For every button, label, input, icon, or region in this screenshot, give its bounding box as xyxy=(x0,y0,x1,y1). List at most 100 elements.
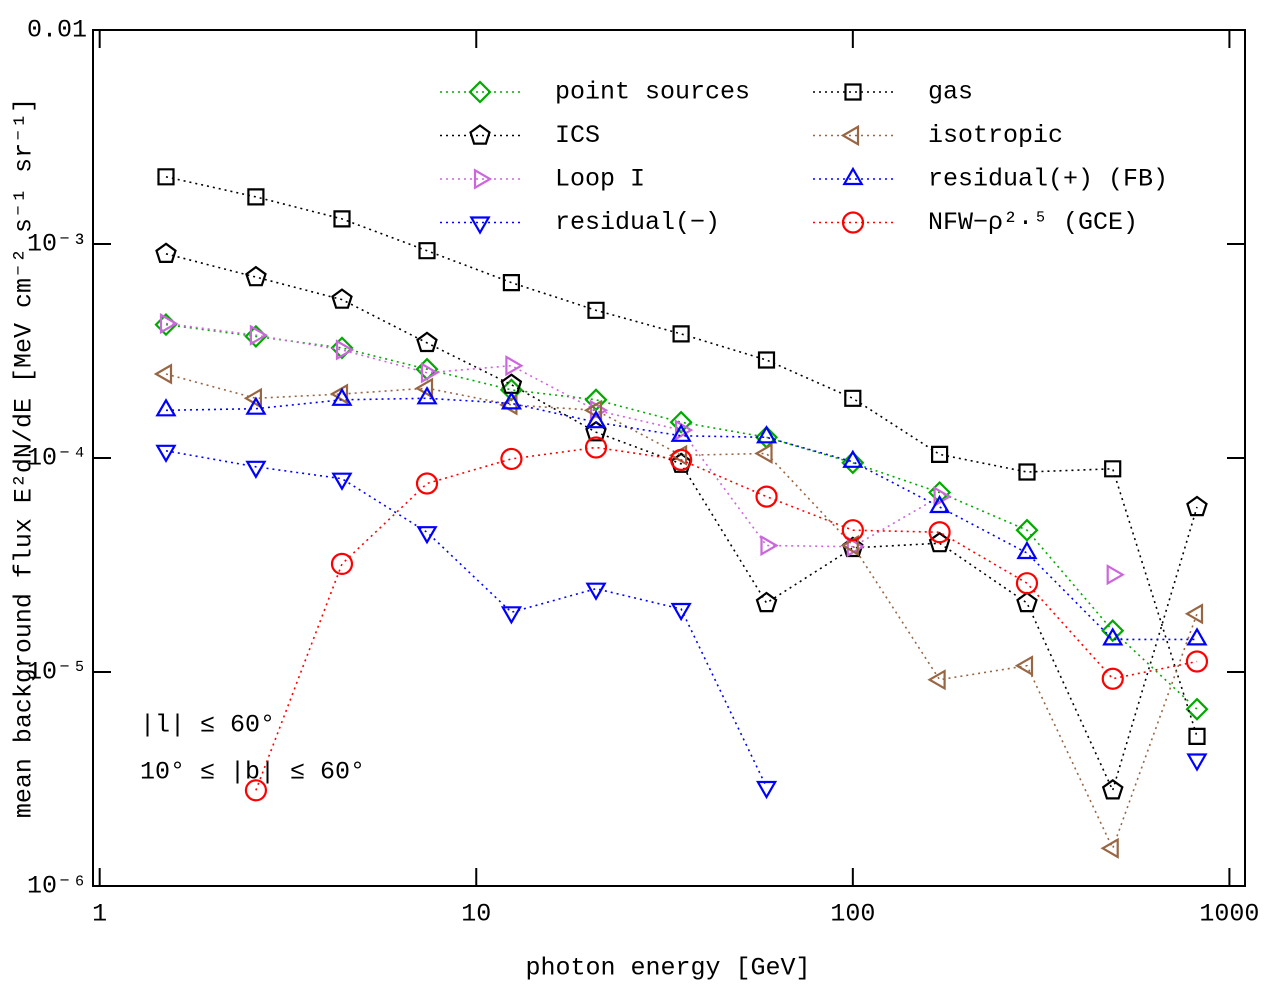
annotation: |l| ≤ 60° xyxy=(140,711,275,740)
data-point xyxy=(1184,603,1204,625)
series-line xyxy=(165,373,1198,851)
data-point xyxy=(1106,564,1125,586)
data-point xyxy=(416,331,438,353)
data-point xyxy=(245,460,267,480)
data-point xyxy=(415,472,439,495)
legend-marker xyxy=(841,211,865,234)
data-point xyxy=(841,451,865,475)
data-point xyxy=(1100,837,1119,859)
data-point xyxy=(418,242,436,260)
data-point xyxy=(1018,463,1036,481)
data-point xyxy=(1016,540,1038,560)
data-point xyxy=(505,355,524,377)
data-point xyxy=(585,409,607,429)
data-point xyxy=(330,552,354,575)
data-point xyxy=(157,168,175,186)
legend-marker xyxy=(842,166,864,186)
y-axis-label: mean background flux E²dN/dE [MeV cm⁻² s… xyxy=(10,98,39,818)
data-point xyxy=(670,423,692,442)
data-point xyxy=(1101,667,1124,690)
data-point xyxy=(1186,753,1208,772)
data-point xyxy=(244,779,268,802)
data-point xyxy=(755,591,778,613)
data-point xyxy=(1016,591,1038,613)
x-tick-label: 1000 xyxy=(1199,900,1259,929)
data-point xyxy=(245,396,267,415)
series-line xyxy=(165,323,1198,710)
data-point xyxy=(1101,778,1124,800)
data-point xyxy=(585,582,607,601)
data-point xyxy=(669,410,693,434)
legend-label: point sources xyxy=(555,78,750,107)
legend-label: Loop I xyxy=(555,165,645,194)
x-tick-label: 10 xyxy=(461,900,491,929)
legend-label: ICS xyxy=(555,121,600,150)
data-point xyxy=(329,383,349,405)
data-point xyxy=(670,448,693,471)
data-point xyxy=(155,398,177,417)
legend-marker xyxy=(844,83,862,101)
x-tick-label: 100 xyxy=(830,900,875,929)
data-point xyxy=(416,526,438,545)
series-line xyxy=(165,176,1198,737)
data-point xyxy=(841,519,864,542)
data-point xyxy=(502,274,520,292)
series-line xyxy=(255,446,1198,791)
data-point xyxy=(416,386,438,405)
data-point xyxy=(331,387,353,406)
data-point xyxy=(335,339,355,361)
legend-marker xyxy=(468,80,492,104)
data-point xyxy=(670,452,692,473)
data-point xyxy=(1188,727,1206,745)
data-point xyxy=(584,388,608,412)
data-point xyxy=(500,373,523,394)
y-tick-label: 10⁻³ xyxy=(27,230,87,259)
legend-marker xyxy=(469,124,491,145)
y-tick-label: 0.01 xyxy=(27,16,87,45)
series-line xyxy=(165,253,1198,793)
x-axis-label: photon energy [GeV] xyxy=(525,954,810,983)
data-point xyxy=(500,391,523,410)
data-point xyxy=(757,351,776,369)
data-point xyxy=(153,363,173,385)
legend-label: residual(−) xyxy=(555,208,720,237)
data-point xyxy=(500,447,523,471)
legend-label: NFW−ρ²·⁵ (GCE) xyxy=(928,208,1138,237)
data-point xyxy=(330,336,354,360)
data-point xyxy=(927,669,946,691)
legend-label: residual(+) (FB) xyxy=(928,165,1168,194)
legend-marker xyxy=(473,168,493,190)
data-point xyxy=(928,521,951,544)
data-point xyxy=(670,602,692,622)
series-line xyxy=(166,324,1113,575)
y-tick-label: 10⁻⁴ xyxy=(27,444,87,473)
legend-label: isotropic xyxy=(928,121,1063,150)
legend-marker xyxy=(469,216,491,235)
data-point xyxy=(844,389,862,407)
data-point xyxy=(1185,697,1209,721)
data-point xyxy=(1185,650,1209,673)
y-tick-label: 10⁻⁶ xyxy=(27,872,87,901)
data-point xyxy=(756,780,778,800)
data-point xyxy=(159,313,179,335)
data-point xyxy=(331,288,353,309)
data-point xyxy=(675,419,694,441)
data-point xyxy=(249,324,269,346)
legend-marker xyxy=(840,124,860,147)
data-point xyxy=(1186,627,1208,646)
data-point xyxy=(420,362,440,384)
data-point xyxy=(333,210,351,228)
data-point xyxy=(1104,460,1122,478)
data-point xyxy=(155,444,177,464)
data-point xyxy=(760,535,779,557)
data-point xyxy=(842,449,864,468)
x-tick-label: 1 xyxy=(92,900,107,929)
data-point xyxy=(754,442,773,464)
data-point xyxy=(846,536,866,558)
data-point xyxy=(1186,495,1208,517)
data-point xyxy=(1101,619,1125,643)
data-point xyxy=(1102,627,1124,646)
data-point xyxy=(1014,655,1034,677)
data-point xyxy=(931,445,949,463)
